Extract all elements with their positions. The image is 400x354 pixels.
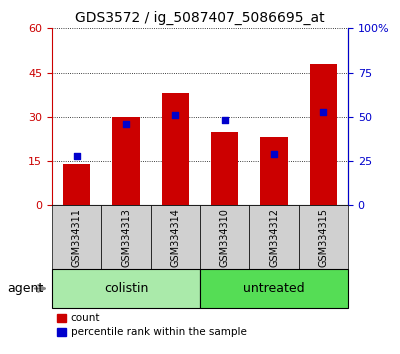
Text: GSM334314: GSM334314	[170, 208, 180, 267]
Bar	[52, 269, 200, 308]
Text: GSM334310: GSM334310	[220, 208, 230, 267]
Point	[222, 118, 228, 123]
Legend: count, percentile rank within the sample: count, percentile rank within the sample	[57, 313, 247, 337]
Bar	[211, 132, 238, 205]
Text: untreated: untreated	[243, 282, 305, 295]
Bar	[249, 205, 299, 269]
Text: GDS3572 / ig_5087407_5086695_at: GDS3572 / ig_5087407_5086695_at	[75, 11, 325, 25]
Bar	[260, 137, 288, 205]
Point	[123, 121, 129, 127]
Text: GSM334312: GSM334312	[269, 208, 279, 267]
Bar	[52, 205, 101, 269]
Bar	[200, 269, 348, 308]
Bar	[310, 64, 337, 205]
Text: GSM334313: GSM334313	[121, 208, 131, 267]
Bar	[101, 205, 151, 269]
Bar	[200, 205, 249, 269]
Text: GSM334311: GSM334311	[72, 208, 82, 267]
Bar	[151, 205, 200, 269]
Bar	[162, 93, 189, 205]
Point	[172, 112, 178, 118]
Text: colistin: colistin	[104, 282, 148, 295]
Text: agent: agent	[8, 282, 44, 295]
Point	[74, 153, 80, 159]
Text: GSM334315: GSM334315	[318, 208, 328, 267]
Bar	[112, 117, 140, 205]
Point	[320, 109, 326, 114]
Bar	[299, 205, 348, 269]
Bar	[63, 164, 90, 205]
Point	[271, 151, 277, 157]
